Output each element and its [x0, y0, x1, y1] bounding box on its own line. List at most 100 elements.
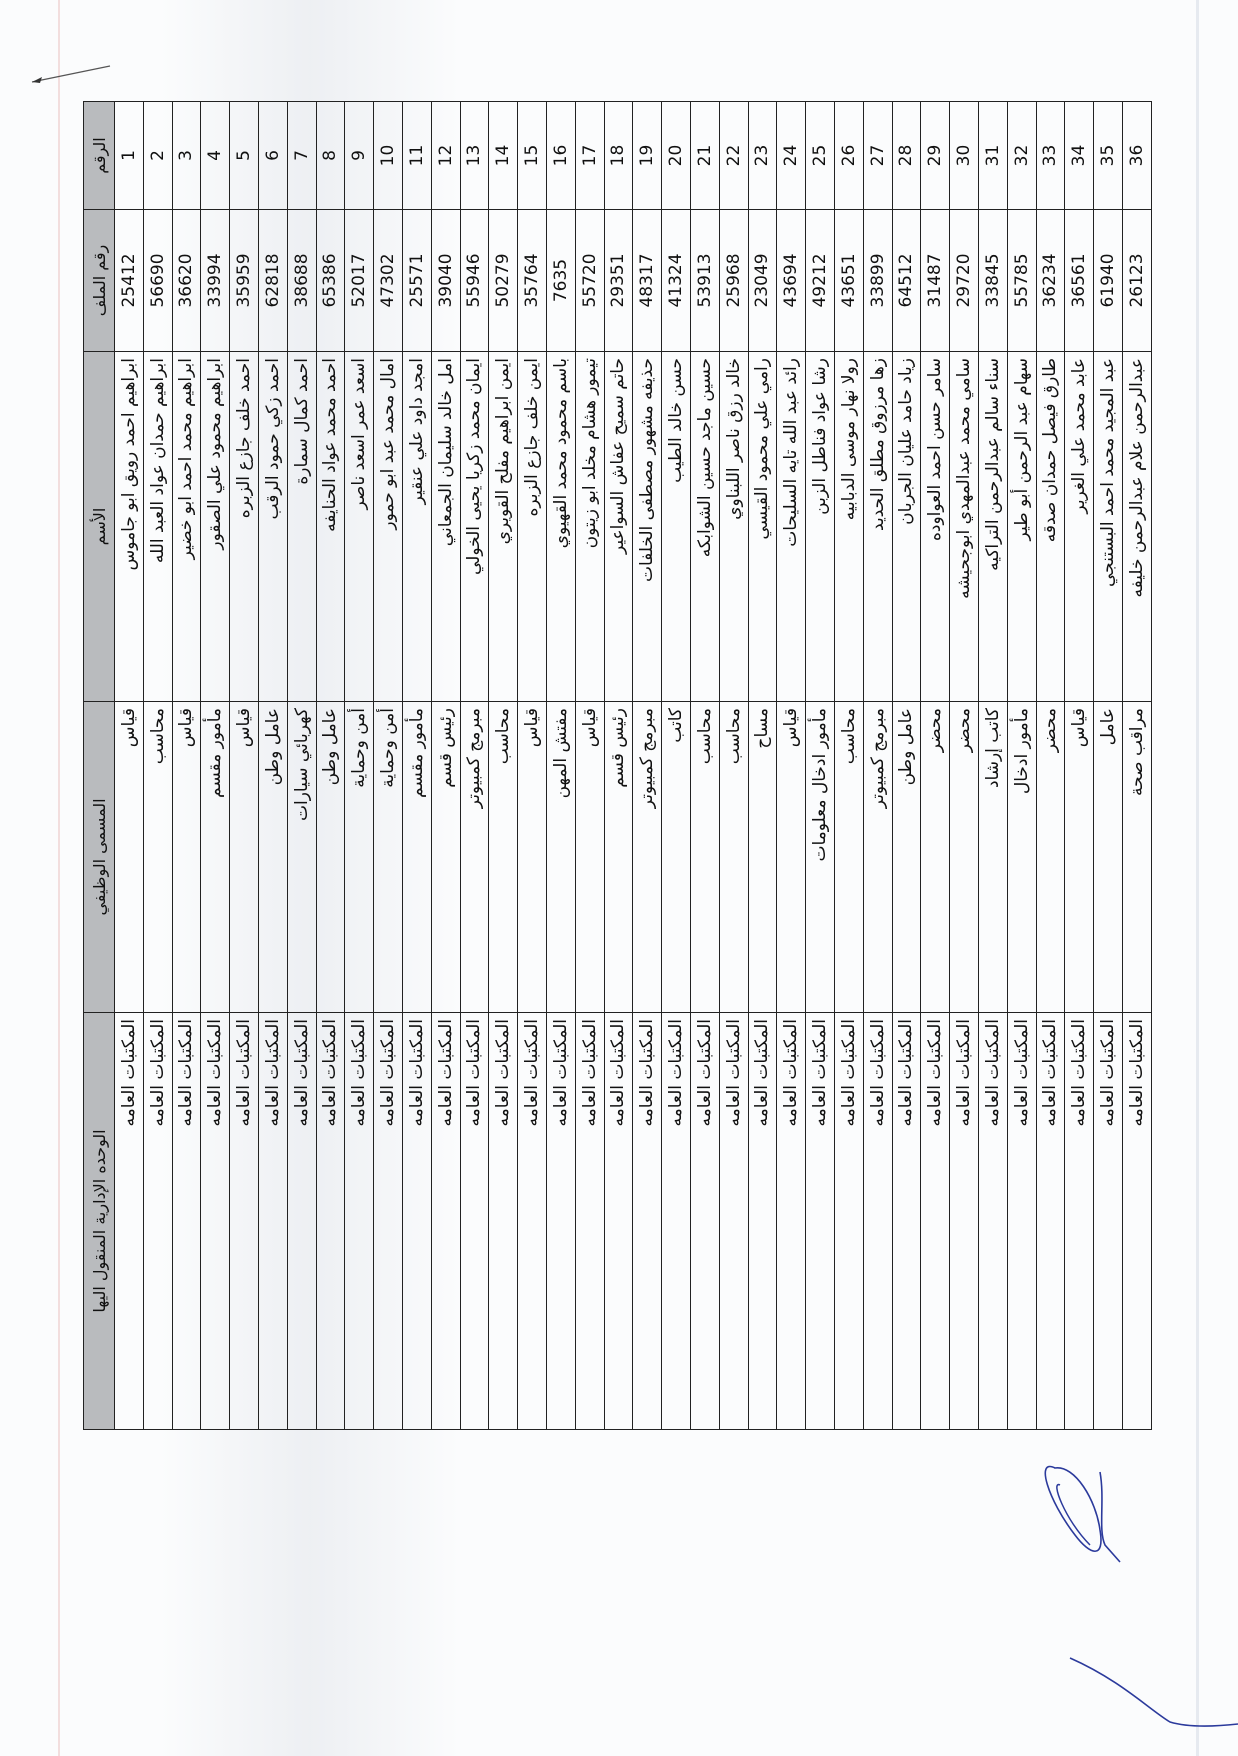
employee-name-cell: اسعد عمر اسعد ناصر: [344, 351, 374, 702]
job-title-cell: قياس: [229, 701, 259, 1013]
transfer-table: الرقم رقم الملف الأسم المسمى الوظيفي الو…: [83, 101, 1152, 1430]
row-number-cell: 30: [949, 101, 979, 210]
employee-name-cell: ابراهيم محمد احمد ابو خضير: [172, 351, 201, 702]
job-title-cell: قياس: [517, 701, 547, 1013]
file-number-cell: 7635: [546, 209, 576, 352]
file-number-cell: 33845: [978, 209, 1008, 352]
table-row: 18 29351 حاتم سميح عفاش السواعير رئيس قسم ال…: [604, 101, 633, 1430]
unit-cell: المكتبات العامه: [229, 1012, 259, 1430]
employee-name-cell: سامر حسن احمد العواوده: [920, 351, 950, 702]
row-number-cell: 5: [229, 101, 259, 210]
file-number-cell: 56690: [143, 209, 173, 352]
unit-cell: المكتبات العامه: [143, 1012, 173, 1430]
file-number-cell: 55946: [460, 209, 489, 352]
job-title-cell: قياس: [776, 701, 806, 1013]
row-number-cell: 15: [517, 101, 547, 210]
file-number-cell: 31487: [920, 209, 950, 352]
file-number-cell: 64512: [892, 209, 921, 352]
table-row: 4 33994 ابراهيم محمود علي الصقور مأمور مقسم…: [200, 101, 230, 1430]
file-number-cell: 43651: [834, 209, 864, 352]
row-number-cell: 34: [1064, 101, 1094, 210]
file-number-cell: 39040: [431, 209, 461, 352]
row-number-cell: 25: [805, 101, 835, 210]
unit-cell: المكتبات العامه: [604, 1012, 633, 1430]
file-number-cell: 36234: [1036, 209, 1065, 352]
table-row: 21 53913 حسين ماجد حسين الشوابكه محاسب المكت…: [690, 101, 720, 1430]
header-unit: الوحده الإدارية المنقول اليها: [83, 1012, 115, 1430]
file-number-cell: 38688: [287, 209, 317, 352]
row-number-cell: 16: [546, 101, 576, 210]
table-row: 30 29720 سامي محمد عبدالمهدي ابوجحيشه محضر ا…: [949, 101, 979, 1430]
row-number-cell: 2: [143, 101, 173, 210]
row-number-cell: 8: [316, 101, 345, 210]
row-number-cell: 10: [373, 101, 403, 210]
unit-cell: المكتبات العامه: [517, 1012, 547, 1430]
unit-cell: المكتبات العامه: [1122, 1012, 1152, 1430]
file-number-cell: 49212: [805, 209, 835, 352]
file-number-cell: 52017: [344, 209, 374, 352]
table-row: 6 62818 احمد زكي حمود الرقب عامل وطن المكتبا…: [258, 101, 288, 1430]
row-number-cell: 18: [604, 101, 633, 210]
unit-cell: المكتبات العامه: [546, 1012, 576, 1430]
unit-cell: المكتبات العامه: [402, 1012, 432, 1430]
unit-cell: المكتبات العامه: [920, 1012, 950, 1430]
unit-cell: المكتبات العامه: [316, 1012, 345, 1430]
row-number-cell: 21: [690, 101, 720, 210]
row-number-cell: 24: [776, 101, 806, 210]
job-title-cell: قياس: [172, 701, 201, 1013]
table-row: 36 26123 عبدالرحمن علام عبدالرحمن خليفه مرا…: [1122, 101, 1152, 1430]
table-row: 20 41324 حسن خالد الطيب كاتب المكتبات العامه: [661, 101, 691, 1430]
job-title-cell: عامل وطن: [892, 701, 921, 1013]
job-title-cell: مبرمج كمبيوتر: [632, 701, 662, 1013]
file-number-cell: 36620: [172, 209, 201, 352]
row-number-cell: 31: [978, 101, 1008, 210]
table-row: 14 50279 ايمن ابراهيم مفلح القويري محاسب الم…: [488, 101, 518, 1430]
row-number-cell: 20: [661, 101, 691, 210]
job-title-cell: مبرمج كمبيوتر: [863, 701, 893, 1013]
unit-cell: المكتبات العامه: [1036, 1012, 1065, 1430]
file-number-cell: 25968: [719, 209, 749, 352]
table-row: 5 35959 احمد خلف جازع الزبره قياس المكتبات ا…: [229, 101, 259, 1430]
unit-cell: المكتبات العامه: [805, 1012, 835, 1430]
table-row: 17 55720 تيمور هشام مخلد ابو زيتون قياس المك…: [575, 101, 605, 1430]
unit-cell: المكتبات العامه: [949, 1012, 979, 1430]
job-title-cell: رئيس قسم: [604, 701, 633, 1013]
table-row: 25 49212 رشا عواد فناطل الزبن مأمور ادخال م…: [805, 101, 835, 1430]
employee-name-cell: حاتم سميح عفاش السواعير: [604, 351, 633, 702]
file-number-cell: 23049: [748, 209, 777, 352]
table-row: 10 47302 امال محمد عبد ابو حمور أمن وحماية ا…: [373, 101, 403, 1430]
job-title-cell: محاسب: [143, 701, 173, 1013]
job-title-cell: قياس: [114, 701, 144, 1013]
row-number-cell: 23: [748, 101, 777, 210]
job-title-cell: عامل وطن: [258, 701, 288, 1013]
table-row: 24 43694 رائد عبد الله تايه السليحات قياس ال…: [776, 101, 806, 1430]
file-number-cell: 36561: [1064, 209, 1094, 352]
employee-name-cell: خالد رزق ناصر اللبناوي: [719, 351, 749, 702]
unit-cell: المكتبات العامه: [575, 1012, 605, 1430]
file-number-cell: 53913: [690, 209, 720, 352]
employee-name-cell: رشا عواد فناطل الزبن: [805, 351, 835, 702]
header-number: الرقم: [83, 101, 115, 210]
employee-name-cell: امال محمد عبد ابو حمور: [373, 351, 403, 702]
row-number-cell: 32: [1007, 101, 1036, 210]
row-number-cell: 29: [920, 101, 950, 210]
job-title-cell: محاسب: [488, 701, 518, 1013]
file-number-cell: 35959: [229, 209, 259, 352]
employee-name-cell: احمد خلف جازع الزبره: [229, 351, 259, 702]
unit-cell: المكتبات العامه: [776, 1012, 806, 1430]
file-number-cell: 41324: [661, 209, 691, 352]
table-row: 31 33845 سناء سالم عبدالرحمن التراكيه كاتب …: [978, 101, 1008, 1430]
header-name: الأسم: [83, 351, 115, 702]
job-title-cell: مراقب صحة: [1122, 701, 1152, 1013]
file-number-cell: 50279: [488, 209, 518, 352]
employee-name-cell: احمد محمد عواد الحنايفه: [316, 351, 345, 702]
employee-name-cell: ابراهيم حمدان عواد العبد الله: [143, 351, 173, 702]
row-number-cell: 6: [258, 101, 288, 210]
table-row: 33 36234 طارق فيصل حمدان صدقه محضر المكتبات …: [1036, 101, 1065, 1430]
row-number-cell: 33: [1036, 101, 1065, 210]
row-number-cell: 9: [344, 101, 374, 210]
table-row: 1 25412 ابراهيم احمد رويق ابو جاموس قياس الم…: [114, 101, 144, 1430]
row-number-cell: 17: [575, 101, 605, 210]
employee-name-cell: حسن خالد الطيب: [661, 351, 691, 702]
row-number-cell: 26: [834, 101, 864, 210]
